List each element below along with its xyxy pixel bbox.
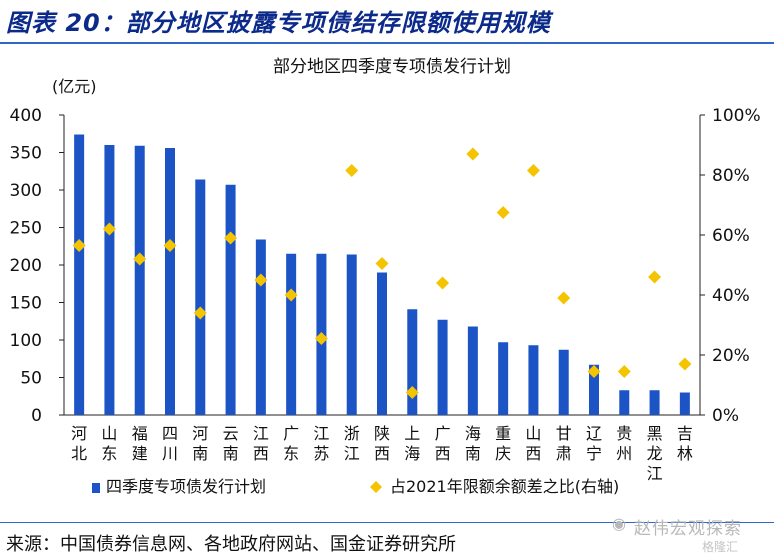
scatter-point <box>466 147 480 161</box>
legend-label-scatter: 占2021年限额余额差之比(右轴) <box>390 477 619 496</box>
scatter-point <box>102 222 116 236</box>
legend-swatch-scatter <box>370 481 382 493</box>
x-axis-tick-label: 甘肃 <box>556 424 572 463</box>
watermark-sub: 格隆汇 <box>702 540 739 554</box>
scatter-point <box>375 257 389 270</box>
scatter-point <box>163 239 177 252</box>
bar <box>286 253 297 415</box>
bar <box>558 349 569 415</box>
x-axis-tick-label: 陕西 <box>374 424 390 463</box>
legend-label-bar: 四季度专项债发行计划 <box>106 477 266 496</box>
x-axis-tick-label: 吉林 <box>677 424 693 463</box>
footer-divider <box>0 522 774 523</box>
scatter-point <box>526 164 540 177</box>
bar <box>377 272 387 415</box>
scatter-point <box>436 276 450 290</box>
left-axis-tick-label: 50 <box>20 369 42 389</box>
x-axis-tick-label: 贵州 <box>616 424 632 463</box>
bar <box>619 390 630 415</box>
watermark: ◉ 赵伟宏观探索 格隆汇 <box>612 512 772 556</box>
right-axis-tick-label: 0% <box>712 406 739 426</box>
right-axis-tick-label: 20% <box>712 346 750 366</box>
figure-title: 图表 20：部分地区披露专项债结存限额使用规模 <box>6 9 551 37</box>
scatter-point <box>72 239 86 252</box>
bar <box>649 390 660 415</box>
bar <box>255 239 266 415</box>
x-axis-tick-label: 浙江 <box>344 424 360 463</box>
scatter-point <box>133 252 147 266</box>
x-axis-tick-label: 广西 <box>435 424 451 463</box>
right-axis-tick-label: 40% <box>712 286 750 306</box>
x-axis-tick-label: 四川 <box>162 424 178 463</box>
left-axis-tick-label: 200 <box>10 256 42 276</box>
x-axis-tick-label: 海南 <box>465 424 481 463</box>
wechat-icon: ◉ <box>612 514 626 533</box>
bar <box>528 345 539 415</box>
left-axis-tick-label: 350 <box>10 144 42 164</box>
scatter-point <box>678 357 692 371</box>
scatter-point <box>345 164 359 177</box>
bar <box>104 145 115 415</box>
bar <box>165 148 175 415</box>
bar <box>467 326 478 415</box>
bar <box>195 179 206 415</box>
x-axis-tick-label: 江苏 <box>313 424 329 463</box>
bar <box>225 184 236 415</box>
left-axis-tick-label: 0 <box>31 406 42 426</box>
right-axis-tick-label: 60% <box>712 226 750 246</box>
x-axis-tick-label: 河北 <box>71 424 87 463</box>
x-axis-tick-label: 江西 <box>253 424 269 463</box>
right-axis-tick-label: 80% <box>712 166 750 186</box>
scatter-point <box>284 288 298 302</box>
left-axis-tick-label: 150 <box>10 294 42 314</box>
y-axis-label: (亿元) <box>52 77 97 96</box>
x-axis-tick-label: 云南 <box>223 424 239 463</box>
scatter-point <box>587 365 601 378</box>
left-axis-tick-label: 400 <box>10 106 42 126</box>
x-axis-tick-label: 上海 <box>404 424 420 463</box>
x-axis-tick-label: 辽宁 <box>586 424 602 463</box>
legend-swatch-bar <box>92 483 100 493</box>
title-divider <box>0 42 774 44</box>
bar <box>346 254 357 415</box>
watermark-text: 赵伟宏观探索 <box>634 519 742 539</box>
left-axis-tick-label: 100 <box>10 331 42 351</box>
bar <box>498 342 509 415</box>
scatter-point <box>557 291 571 305</box>
left-axis-tick-label: 300 <box>10 181 42 201</box>
scatter-point <box>193 306 207 320</box>
bar <box>679 392 690 415</box>
x-axis-tick-label: 黑龙江 <box>647 424 663 483</box>
left-axis-tick-label: 250 <box>10 219 42 239</box>
chart: 部分地区四季度专项债发行计划 (亿元) 0 50 100 150 200 250 300 350 4… <box>10 57 761 496</box>
scatter-point <box>617 365 631 378</box>
x-axis-tick-label: 福建 <box>132 424 148 463</box>
bar <box>134 145 145 415</box>
scatter-point <box>405 386 419 399</box>
x-axis-tick-label: 山西 <box>525 424 541 463</box>
scatter-point <box>224 231 238 245</box>
scatter-point <box>254 273 268 287</box>
source-note: 来源：中国债券信息网、各地政府网站、国金证券研究所 <box>6 534 456 555</box>
bar <box>407 309 418 415</box>
x-axis-tick-label: 山东 <box>101 424 117 463</box>
right-axis-tick-label: 100% <box>712 106 761 126</box>
bar <box>437 319 448 415</box>
x-axis-tick-label: 重庆 <box>495 424 511 463</box>
scatter-point <box>496 206 510 219</box>
bar <box>589 364 599 415</box>
scatter-point <box>648 270 662 284</box>
bar <box>74 134 85 415</box>
x-axis-tick-label: 河南 <box>192 424 208 463</box>
scatter-point <box>314 332 328 345</box>
chart-title: 部分地区四季度专项债发行计划 <box>273 57 511 77</box>
x-axis-tick-label: 广东 <box>283 424 299 463</box>
